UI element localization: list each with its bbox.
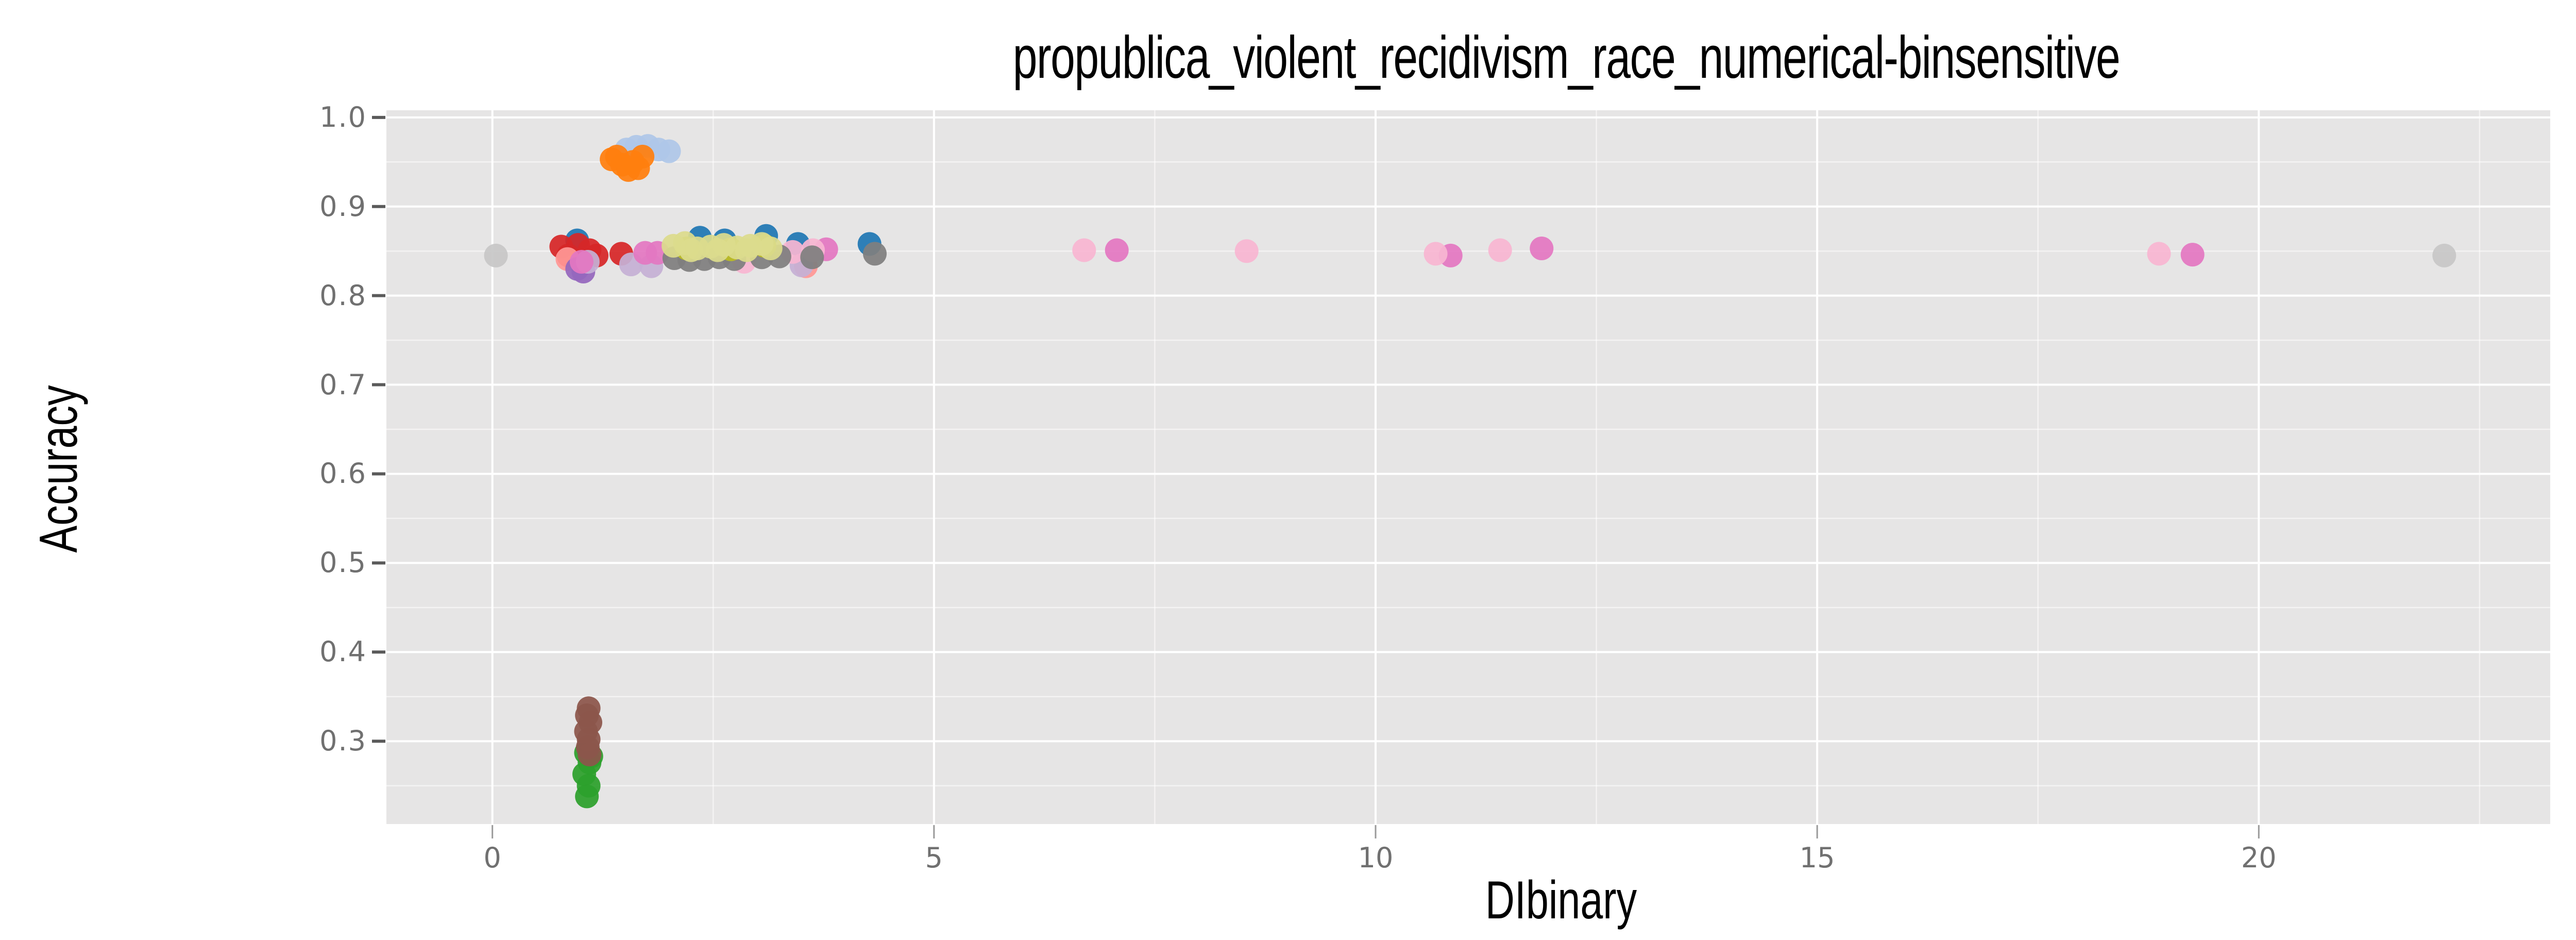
plot-panel — [386, 110, 2550, 824]
chart-title: propublica_violent_recidivism_race_numer… — [1012, 24, 2121, 91]
data-point — [800, 245, 824, 270]
x-tick-label: 15 — [1799, 842, 1835, 874]
data-point — [1423, 242, 1448, 266]
x-tick-label: 0 — [483, 842, 501, 874]
y-tick-label: 0.5 — [319, 546, 367, 579]
data-point — [758, 237, 783, 261]
data-point — [1488, 238, 1512, 262]
data-point — [578, 743, 602, 767]
x-tick-label: 10 — [1358, 842, 1394, 874]
y-tick-label: 1.0 — [319, 100, 367, 133]
y-tick-label: 0.9 — [319, 190, 367, 223]
data-point — [1072, 238, 1096, 262]
data-point — [1234, 239, 1259, 263]
data-point — [569, 249, 594, 274]
y-tick-label: 0.3 — [319, 725, 367, 758]
y-tick-label: 0.7 — [319, 368, 367, 401]
data-point — [631, 144, 655, 169]
data-point — [575, 784, 599, 809]
data-point — [2147, 242, 2171, 266]
data-point — [657, 139, 681, 163]
data-point — [2180, 243, 2205, 267]
data-point — [2432, 243, 2456, 267]
data-point — [484, 243, 508, 267]
x-tick-label: 20 — [2241, 842, 2277, 874]
data-point — [1105, 238, 1129, 262]
y-tick-label: 0.8 — [319, 279, 367, 312]
data-point — [863, 242, 887, 266]
y-tick-label: 0.6 — [319, 457, 367, 490]
y-tick-label: 0.4 — [319, 635, 367, 668]
x-axis-label: DIbinary — [1485, 870, 1637, 930]
x-tick-label: 5 — [925, 842, 943, 874]
data-point — [1530, 237, 1554, 261]
